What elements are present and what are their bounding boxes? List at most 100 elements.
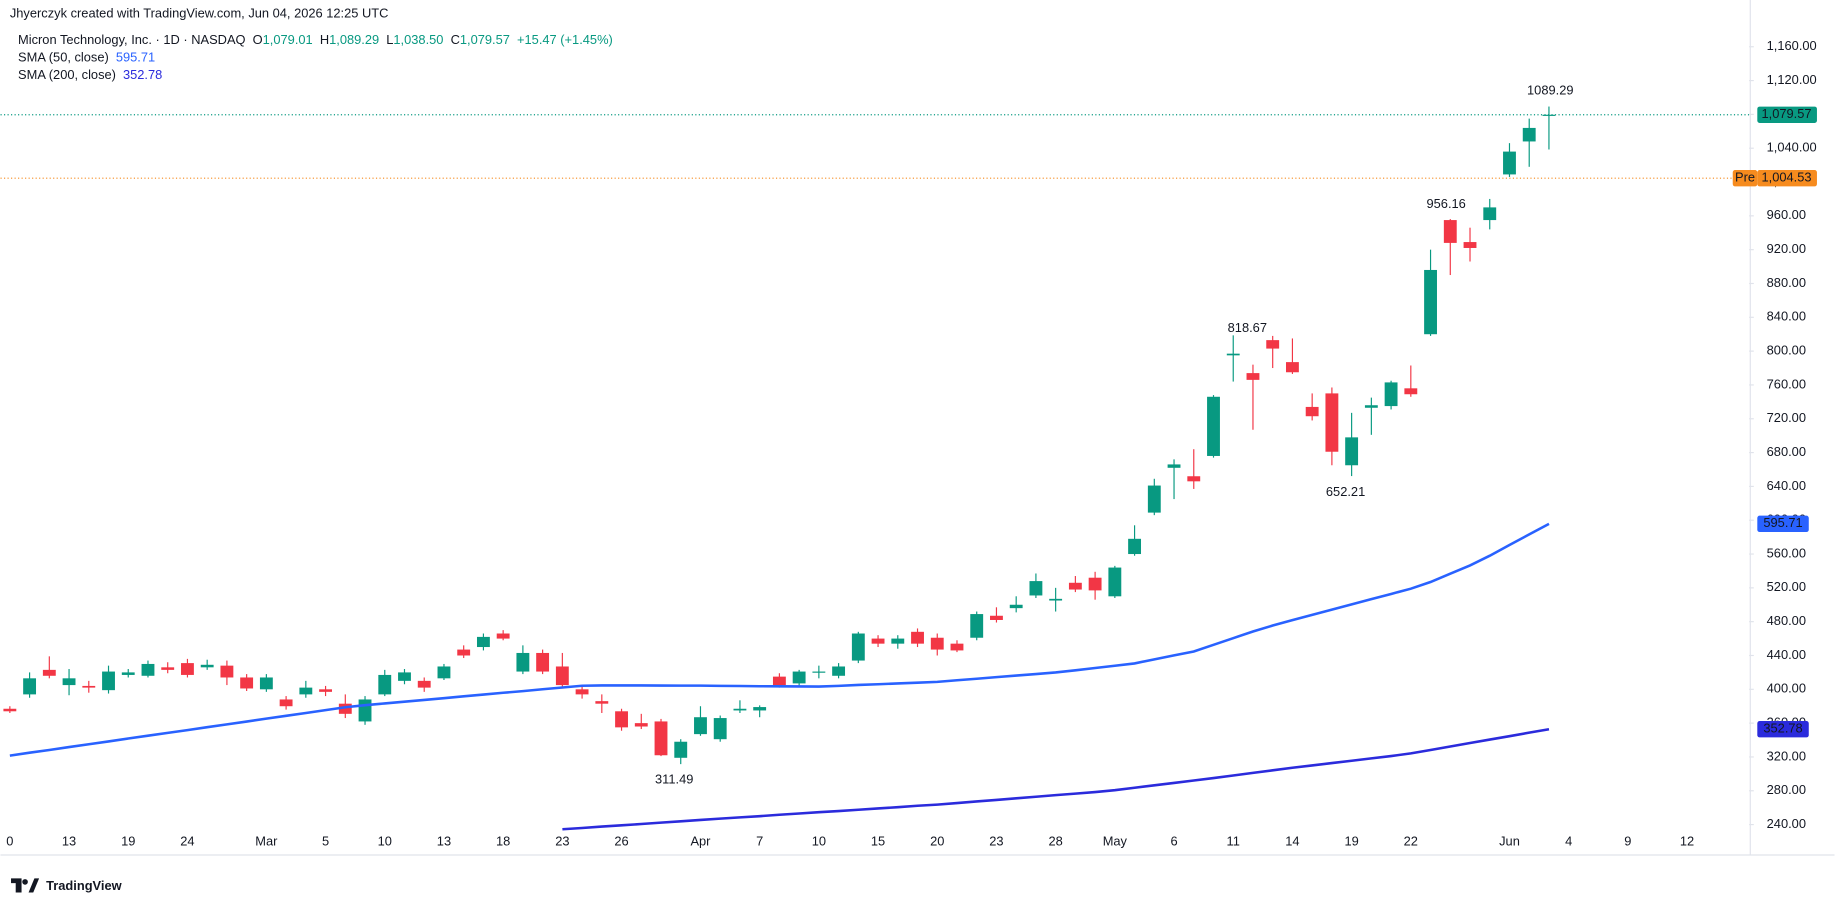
x-tick-label: Jun: [1499, 834, 1520, 849]
candle-body: [121, 672, 135, 675]
legend-key: O: [253, 32, 263, 47]
x-tick-label: 5: [322, 834, 329, 849]
sma-name: SMA (200, close): [18, 67, 116, 82]
candle-body: [299, 687, 313, 695]
x-tick-label: 15: [871, 834, 885, 849]
candle-body: [970, 614, 984, 638]
x-tick-label: 7: [756, 834, 763, 849]
x-tick-label: 23: [555, 834, 569, 849]
candle-body: [930, 637, 944, 650]
y-tick-label: 240.00: [1767, 816, 1806, 831]
candle-body: [1207, 396, 1220, 456]
legend-key: H: [320, 32, 329, 47]
candle-body: [82, 685, 96, 688]
candle-body: [1305, 406, 1319, 417]
candle-body: [161, 667, 175, 670]
candle-body: [1108, 567, 1122, 597]
candle-body: [200, 664, 214, 668]
candle-body: [536, 652, 550, 672]
x-tick-label: Mar: [255, 834, 278, 849]
x-tick-label: 19: [1344, 834, 1358, 849]
candle-body: [694, 717, 707, 735]
x-tick-label: 28: [1048, 834, 1062, 849]
y-tick-label: 800.00: [1767, 343, 1806, 358]
legend-value: 1,079.01: [263, 32, 313, 47]
sma-line: [562, 728, 1550, 831]
sma-legend: SMA (50, close) 595.71: [18, 50, 155, 65]
candle-body: [871, 638, 885, 644]
x-tick-label: 9: [1624, 834, 1631, 849]
x-tick-label: 18: [496, 834, 510, 849]
sma-value: 595.71: [116, 50, 155, 65]
price-annotation: 956.16: [1427, 196, 1466, 211]
sma-legend: SMA (200, close) 352.78: [18, 67, 162, 82]
candle-body: [398, 672, 411, 681]
candle-body: [220, 665, 234, 678]
candle-body: [1187, 476, 1201, 482]
candle-body: [1404, 388, 1418, 395]
candle-body: [1364, 405, 1378, 408]
candle-body: [1128, 538, 1142, 555]
candle-body: [1384, 382, 1398, 407]
y-tick-label: 1,120.00: [1767, 72, 1817, 87]
candle-body: [358, 699, 372, 722]
candle-body: [674, 741, 688, 758]
axis-tag-label: 595.71: [1763, 515, 1802, 530]
candle-body: [102, 671, 115, 691]
legend-value: 1,038.50: [393, 32, 443, 47]
x-tick-label: 6: [1170, 834, 1177, 849]
candle-body: [1542, 114, 1556, 116]
axis-tag-label: 1,004.53: [1762, 170, 1812, 185]
y-tick-label: 680.00: [1767, 444, 1806, 459]
candle-body: [1483, 207, 1497, 221]
candle-body: [634, 723, 648, 727]
price-annotation: 818.67: [1228, 320, 1267, 335]
candle-body: [1068, 582, 1082, 590]
y-tick-label: 1,160.00: [1767, 38, 1817, 53]
y-tick-label: 440.00: [1767, 647, 1806, 662]
axis-tag: [1757, 515, 1809, 533]
legend-value: 1,079.57: [460, 32, 510, 47]
candle-body: [3, 708, 17, 712]
candle-body: [1029, 581, 1043, 596]
candle-body: [1463, 242, 1477, 248]
x-tick-label: Apr: [690, 834, 711, 849]
y-tick-label: 560.00: [1767, 545, 1806, 560]
candle-body: [1009, 604, 1023, 609]
legend-key: C: [451, 32, 460, 47]
axis-tag: [1757, 721, 1809, 738]
candle-body: [1285, 362, 1299, 373]
candle-body: [753, 707, 767, 711]
candle-body: [496, 633, 510, 639]
candle-body: [1424, 269, 1437, 335]
candle-body: [990, 615, 1003, 620]
candle-body: [713, 718, 727, 740]
price-annotation: 652.21: [1326, 484, 1365, 499]
price-annotation: 311.49: [655, 772, 693, 787]
candle-body: [23, 678, 37, 695]
candle-body: [812, 671, 826, 673]
candle-body: [1522, 127, 1536, 142]
axis-tag: [1757, 170, 1817, 187]
y-tick-label: 480.00: [1767, 613, 1806, 628]
y-tick-label: 320.00: [1767, 748, 1806, 763]
candle-body: [1345, 437, 1359, 466]
candle-body: [62, 678, 76, 686]
candle-body: [950, 643, 964, 651]
sma-line: [9, 522, 1550, 757]
candle-body: [437, 666, 451, 679]
candle-body: [851, 633, 865, 661]
y-tick-label: 720.00: [1767, 410, 1806, 425]
brand: TradingView: [46, 878, 123, 893]
y-tick-label: 840.00: [1767, 309, 1806, 324]
candle-body: [240, 677, 254, 689]
y-tick-label: 880.00: [1767, 275, 1806, 290]
candle-body: [417, 680, 431, 688]
axis-tag-label: 1,079.57: [1762, 106, 1812, 121]
x-tick-label: 13: [62, 834, 76, 849]
candle-body: [1266, 340, 1280, 349]
candle-body: [476, 636, 490, 648]
candle-body: [378, 674, 392, 695]
axis-tag-label: 352.78: [1763, 721, 1802, 736]
